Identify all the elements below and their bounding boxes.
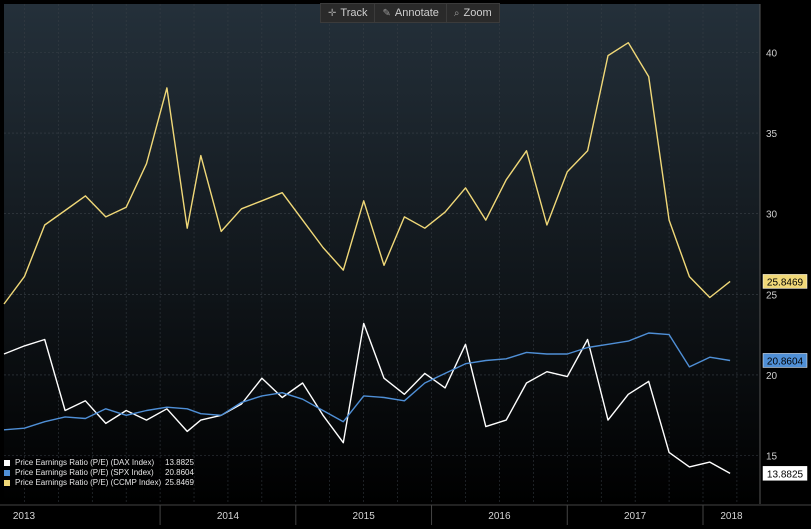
x-tick-label: 2017 [624, 511, 647, 522]
x-tick-label: 2015 [353, 511, 376, 522]
last-value-tag-dax-text: 13.8825 [767, 469, 804, 480]
grid [4, 4, 760, 504]
legend-label-spx: Price Earnings Ratio (P/E) (SPX Index) [15, 468, 154, 477]
annotate-button[interactable]: ✎ Annotate [375, 4, 447, 22]
y-tick-label: 25 [766, 290, 778, 301]
y-tick-label: 20 [766, 371, 778, 382]
y-tick-label: 35 [766, 129, 778, 140]
chart-toolbar: ✛ Track ✎ Annotate ⌕ Zoom [320, 3, 500, 23]
y-tick-label: 15 [766, 452, 778, 463]
zoom-button[interactable]: ⌕ Zoom [447, 4, 499, 22]
legend-item-ccmp: Price Earnings Ratio (P/E) (CCMP Index) … [4, 478, 194, 488]
y-axis: 15 20 25 30 35 40 [759, 4, 778, 504]
magnifier-icon: ⌕ [453, 7, 460, 19]
legend: Price Earnings Ratio (P/E) (DAX Index) 1… [4, 458, 194, 488]
last-value-tag-spx: 20.8604 [762, 353, 808, 368]
x-tick-label: 2018 [720, 511, 743, 522]
y-tick-label: 40 [766, 48, 778, 59]
zoom-label: Zoom [463, 7, 492, 19]
last-value-tag-ccmp: 25.8469 [762, 274, 808, 289]
last-value-tag-dax-box [762, 466, 808, 481]
series-line-spx [3, 332, 731, 431]
y-tick-label: 30 [766, 210, 778, 221]
series-line-ccmp [3, 42, 731, 305]
last-value-labels: 13.8825 20.8604 25.8469 [762, 274, 808, 481]
legend-item-spx: Price Earnings Ratio (P/E) (SPX Index) 2… [4, 468, 194, 478]
legend-swatch-ccmp [4, 480, 10, 486]
last-value-tag-ccmp-box [762, 274, 808, 289]
legend-value-spx: 20.8604 [165, 468, 194, 477]
x-tick-label: 2013 [13, 511, 36, 522]
x-tick-label: 2016 [488, 511, 511, 522]
plot-background [4, 4, 760, 504]
last-value-tag-dax: 13.8825 [762, 466, 808, 481]
x-axis-band [0, 505, 811, 525]
x-axis: 2013 2014 2015 2016 2017 2018 [0, 504, 811, 525]
series-group [3, 42, 731, 475]
series-line-dax [3, 322, 731, 475]
track-button[interactable]: ✛ Track [321, 4, 376, 22]
legend-value-dax: 13.8825 [165, 458, 194, 467]
legend-swatch-spx [4, 470, 10, 476]
last-value-tag-spx-text: 20.8604 [767, 356, 804, 367]
track-label: Track [340, 7, 368, 19]
annotate-label: Annotate [394, 7, 439, 19]
last-value-tag-ccmp-text: 25.8469 [767, 277, 804, 288]
legend-label-ccmp: Price Earnings Ratio (P/E) (CCMP Index) [15, 478, 162, 487]
crosshair-icon: ✛ [328, 7, 337, 19]
legend-item-dax: Price Earnings Ratio (P/E) (DAX Index) 1… [4, 458, 194, 468]
last-value-tag-spx-box [762, 353, 808, 368]
legend-label-dax: Price Earnings Ratio (P/E) (DAX Index) [15, 458, 155, 467]
pencil-icon: ✎ [382, 7, 391, 19]
legend-swatch-dax [4, 460, 10, 466]
x-tick-label: 2014 [217, 511, 240, 522]
legend-value-ccmp: 25.8469 [165, 478, 194, 487]
